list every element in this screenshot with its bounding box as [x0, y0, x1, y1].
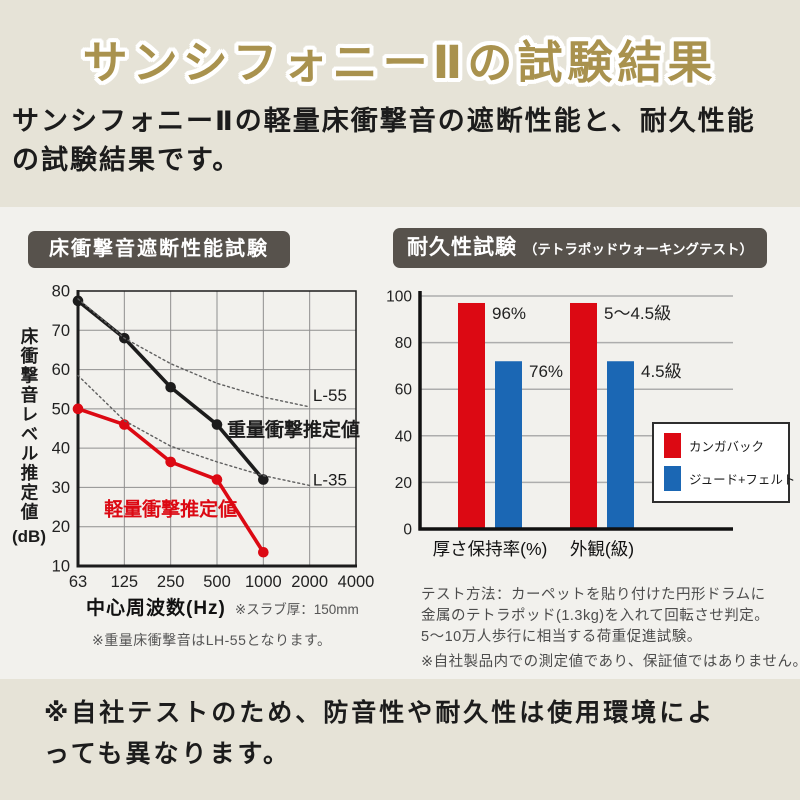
svg-text:250: 250	[157, 573, 185, 591]
line-chart-x-axis-title-row: 中心周波数(Hz) ※スラブ厚：150mm	[86, 593, 359, 620]
header-band: サンシフォニーⅡの試験結果 サンシフォニーⅡの軽量床衝撃音の遮断性能と、耐久性能…	[0, 0, 800, 207]
annotation-重量衝撃推定値: 重量衝撃推定値	[227, 418, 360, 441]
bar	[607, 361, 634, 529]
bar-value-label: 4.5級	[641, 362, 682, 381]
bar-value-label: 5〜4.5級	[604, 304, 671, 323]
legend-label: ジュード+フェルト	[689, 472, 796, 487]
category-label: 外観(級)	[570, 539, 634, 559]
line-chart-y-axis-label: 床衝撃音レベル推定値	[19, 327, 39, 522]
svg-text:50: 50	[52, 400, 70, 418]
line-chart-tick-labels: 10 20 30 40 50 60 70 80 63 125 250 500 1000 2000 4000	[52, 283, 375, 592]
annotation-軽量衝撃推定値: 軽量衝撃推定値	[104, 498, 237, 521]
legend-item-jute-felt: ジュード+フェルト	[664, 465, 795, 491]
svg-text:125: 125	[111, 573, 139, 591]
blue-swatch-icon	[664, 465, 681, 491]
slab-thickness-note: ※スラブ厚：150mm	[234, 602, 359, 617]
line-chart: 10 20 30 40 50 60 70 80 63 125 250 500 1000 2000 4000 重…	[52, 283, 375, 592]
svg-text:40: 40	[395, 428, 413, 445]
svg-text:30: 30	[52, 479, 70, 497]
bars-カンガバック: 96% 5〜4.5級	[458, 302, 671, 529]
durability-badge-title: 耐久性試験	[407, 236, 517, 259]
svg-text:10: 10	[52, 558, 70, 576]
svg-text:60: 60	[395, 382, 413, 399]
bar	[495, 361, 522, 529]
measurement-disclaimer: ※自社製品内での測定値であり、保証値ではありません。	[421, 654, 800, 670]
svg-text:70: 70	[52, 322, 70, 340]
red-swatch-icon	[664, 432, 681, 458]
svg-text:1000: 1000	[245, 573, 282, 591]
svg-text:500: 500	[203, 573, 231, 591]
annotation-L-55: L-55	[313, 386, 347, 405]
svg-text:100: 100	[386, 289, 412, 306]
sound-insulation-badge: 床衝撃音遮断性能試験	[28, 231, 290, 268]
svg-text:60: 60	[52, 361, 70, 379]
svg-text:80: 80	[52, 283, 70, 301]
line-chart-grid	[78, 291, 356, 566]
line-chart-x-axis-title: 中心周波数(Hz)	[86, 598, 226, 619]
bar-chart-tick-labels: 0 20 40 60 80 100	[386, 289, 412, 539]
page-title: サンシフォニーⅡの試験結果	[82, 37, 718, 88]
svg-text:63: 63	[69, 573, 87, 591]
svg-text:80: 80	[395, 335, 413, 352]
legend-item-kangaback: カンガバック	[664, 432, 788, 458]
series-L-35	[77, 374, 311, 487]
bar	[458, 302, 485, 529]
svg-text:40: 40	[52, 440, 70, 458]
bars-ジュード+フェルト: 76% 4.5級	[495, 361, 682, 529]
legend-label: カンガバック	[689, 439, 765, 454]
svg-text:2000: 2000	[291, 573, 328, 591]
series-L-55	[77, 298, 311, 408]
test-method-note: テスト方法：カーペットを貼り付けた円形ドラムに 金属のテトラポッド(1.3kg)…	[421, 587, 770, 645]
line-chart-y-axis-unit: (dB)	[12, 527, 46, 546]
footer-note: ※自社テストのため、防音性や耐久性は使用環境によ っても異なります。	[44, 699, 716, 768]
durability-badge-subtitle: （テトラポッドウォーキングテスト）	[523, 242, 753, 257]
svg-text:4000: 4000	[338, 573, 375, 591]
annotation-L-35: L-35	[313, 471, 347, 490]
footer-band: ※自社テストのため、防音性や耐久性は使用環境によ っても異なります。	[0, 679, 800, 800]
line-chart-footnote: ※重量床衝撃音はLH-55となります。	[92, 632, 332, 648]
durability-badge: 耐久性試験 （テトラポッドウォーキングテスト）	[393, 228, 767, 268]
legend: カンガバック ジュード+フェルト	[652, 422, 795, 503]
bar-value-label: 76%	[529, 362, 563, 381]
svg-text:20: 20	[52, 518, 70, 536]
bar-value-label: 96%	[492, 304, 526, 323]
svg-text:0: 0	[403, 522, 412, 539]
svg-text:20: 20	[395, 475, 413, 492]
bar	[570, 302, 597, 529]
page-subtitle: サンシフォニーⅡの軽量床衝撃音の遮断性能と、耐久性能 の試験結果です。	[12, 106, 756, 175]
category-label: 厚さ保持率(%)	[433, 539, 548, 559]
